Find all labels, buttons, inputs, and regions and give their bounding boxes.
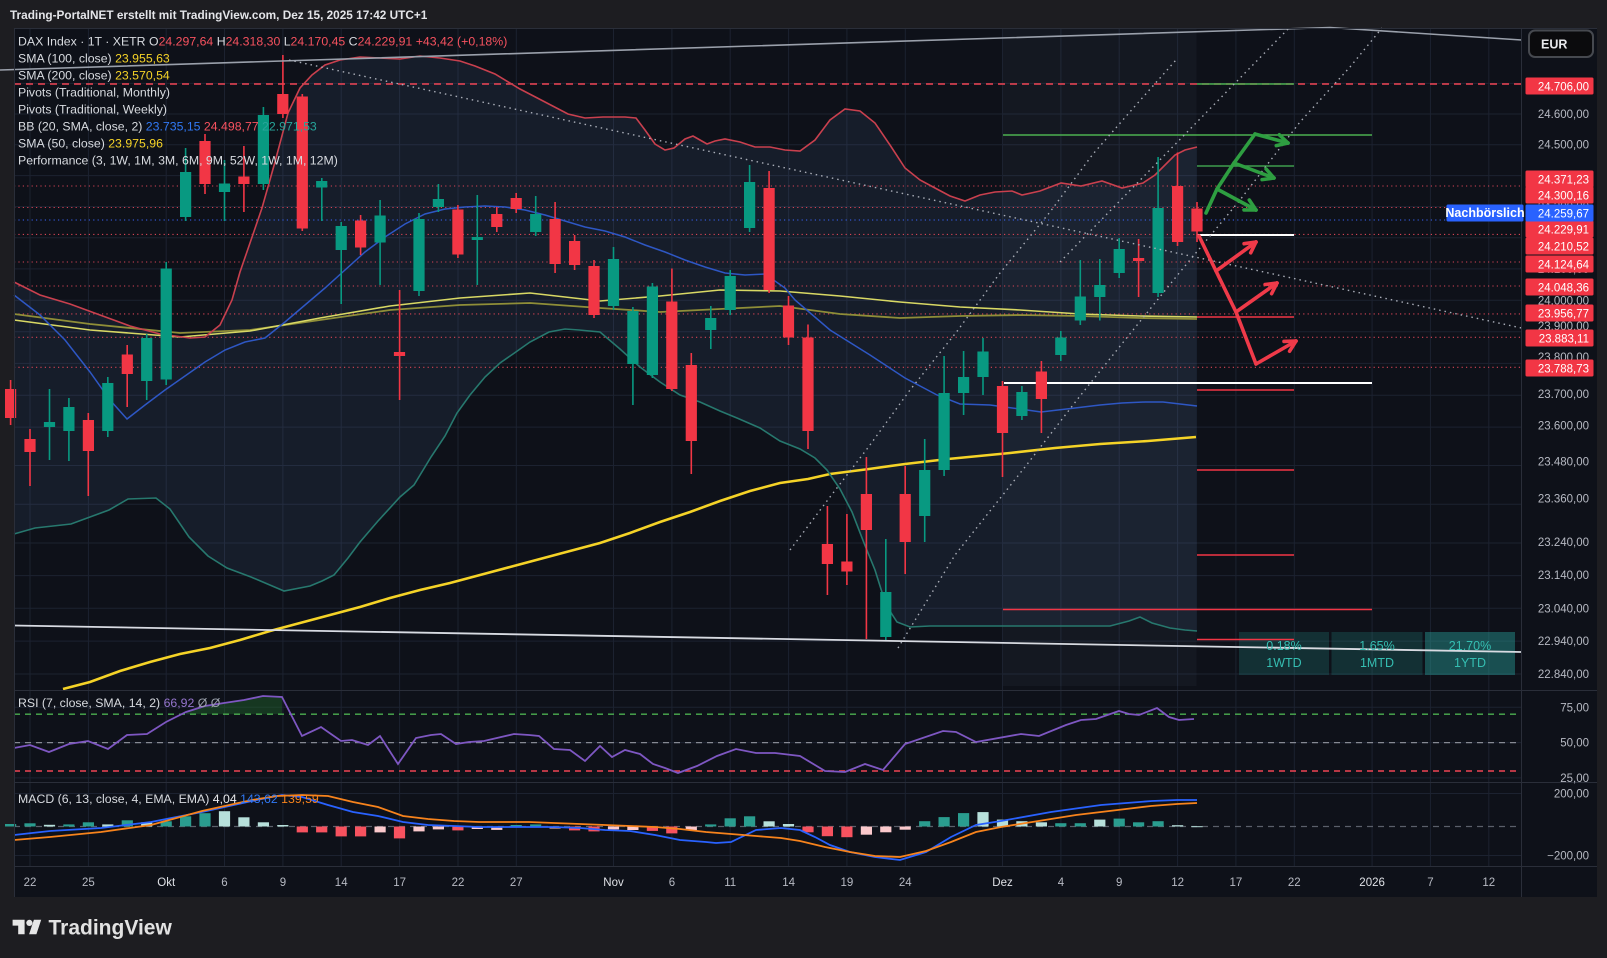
- svg-text:14: 14: [782, 877, 795, 889]
- svg-text:6: 6: [221, 877, 227, 889]
- svg-text:DAX Index · 1T · XETR O24.297: DAX Index · 1T · XETR O24.297,64 H24.318…: [18, 35, 507, 49]
- svg-text:23.240,00: 23.240,00: [1538, 537, 1589, 549]
- svg-text:22.840,00: 22.840,00: [1538, 669, 1589, 681]
- svg-text:24.229,91: 24.229,91: [1538, 224, 1589, 236]
- svg-text:Nachbörslich: Nachbörslich: [1445, 206, 1524, 220]
- svg-text:6: 6: [669, 877, 675, 889]
- svg-text:75,00: 75,00: [1560, 702, 1589, 714]
- svg-text:−200,00: −200,00: [1547, 851, 1589, 863]
- svg-text:27: 27: [510, 877, 523, 889]
- svg-text:9: 9: [280, 877, 286, 889]
- svg-text:24: 24: [899, 877, 912, 889]
- svg-text:22.940,00: 22.940,00: [1538, 636, 1589, 648]
- svg-text:7: 7: [1427, 877, 1433, 889]
- svg-text:Okt: Okt: [157, 877, 176, 889]
- svg-text:24.210,52: 24.210,52: [1538, 241, 1589, 253]
- svg-text:24.500,00: 24.500,00: [1538, 140, 1589, 152]
- svg-text:23.040,00: 23.040,00: [1538, 603, 1589, 615]
- svg-text:23.480,00: 23.480,00: [1538, 457, 1589, 469]
- svg-text:11: 11: [724, 877, 736, 889]
- svg-text:19: 19: [841, 877, 854, 889]
- svg-text:22: 22: [24, 877, 37, 889]
- svg-text:1WTD: 1WTD: [1266, 656, 1301, 670]
- svg-text:12: 12: [1171, 877, 1184, 889]
- svg-text:12: 12: [1482, 877, 1495, 889]
- svg-text:23.360,00: 23.360,00: [1538, 494, 1589, 506]
- svg-text:22: 22: [452, 877, 465, 889]
- svg-text:200,00: 200,00: [1554, 789, 1589, 801]
- svg-text:Pivots (Traditional, Monthly): Pivots (Traditional, Monthly): [18, 86, 170, 100]
- svg-text:BB (20, SMA, close, 2) 23.735: BB (20, SMA, close, 2) 23.735,15 24.498,…: [18, 120, 317, 134]
- svg-text:EUR: EUR: [1541, 38, 1567, 52]
- svg-text:23.700,00: 23.700,00: [1538, 389, 1589, 401]
- svg-text:SMA (50, close) 23.975,96: SMA (50, close) 23.975,96: [18, 137, 163, 151]
- svg-text:23.600,00: 23.600,00: [1538, 421, 1589, 433]
- svg-text:1MTD: 1MTD: [1360, 656, 1394, 670]
- svg-text:24.259,67: 24.259,67: [1538, 208, 1589, 220]
- svg-text:4: 4: [1058, 877, 1065, 889]
- svg-text:9: 9: [1116, 877, 1122, 889]
- svg-text:24.706,00: 24.706,00: [1538, 81, 1589, 93]
- svg-text:24.300,16: 24.300,16: [1538, 190, 1589, 202]
- svg-text:14: 14: [335, 877, 348, 889]
- svg-text:23.883,11: 23.883,11: [1539, 333, 1589, 345]
- svg-text:25: 25: [82, 877, 95, 889]
- svg-text:SMA (200, close) 23.570,54: SMA (200, close) 23.570,54: [18, 69, 170, 83]
- svg-text:24.124,64: 24.124,64: [1538, 259, 1590, 271]
- svg-text:1YTD: 1YTD: [1454, 656, 1486, 670]
- svg-text:24.371,23: 24.371,23: [1538, 174, 1589, 186]
- svg-text:21.70%: 21.70%: [1449, 639, 1491, 653]
- svg-text:24.600,00: 24.600,00: [1538, 109, 1589, 121]
- svg-text:1.65%: 1.65%: [1359, 639, 1394, 653]
- svg-text:Pivots (Traditional, Weekly): Pivots (Traditional, Weekly): [18, 103, 167, 117]
- svg-text:RSI (7, close, SMA, 14, 2) 66: RSI (7, close, SMA, 14, 2) 66,92 Ø Ø: [18, 696, 221, 710]
- svg-text:MACD (6, 13, close, 4, EMA, EM: MACD (6, 13, close, 4, EMA, EMA) 4,04 14…: [18, 792, 319, 806]
- svg-text:23.956,77: 23.956,77: [1538, 308, 1589, 320]
- svg-text:24.048,36: 24.048,36: [1538, 282, 1589, 294]
- svg-text:TradingView: TradingView: [49, 917, 173, 940]
- svg-text:50,00: 50,00: [1560, 738, 1589, 750]
- svg-text:25,00: 25,00: [1560, 773, 1589, 785]
- svg-text:2026: 2026: [1359, 877, 1385, 889]
- svg-text:Nov: Nov: [603, 877, 624, 889]
- svg-text:23.140,00: 23.140,00: [1538, 570, 1589, 582]
- svg-text:17: 17: [1230, 877, 1243, 889]
- svg-text:0.18%: 0.18%: [1266, 639, 1301, 653]
- svg-text:SMA (100, close) 23.955,63: SMA (100, close) 23.955,63: [18, 52, 170, 66]
- svg-text:Dez: Dez: [992, 877, 1013, 889]
- svg-text:24.000,00: 24.000,00: [1538, 295, 1589, 307]
- svg-text:23.788,73: 23.788,73: [1538, 363, 1589, 375]
- svg-text:17: 17: [393, 877, 406, 889]
- svg-text:Performance (3, 1W, 1M, 3M, 6M: Performance (3, 1W, 1M, 3M, 6M, 9M, 52W,…: [18, 154, 338, 168]
- svg-text:22: 22: [1288, 877, 1301, 889]
- svg-text:Trading-PortalNET erstellt mit: Trading-PortalNET erstellt mit TradingVi…: [10, 8, 428, 22]
